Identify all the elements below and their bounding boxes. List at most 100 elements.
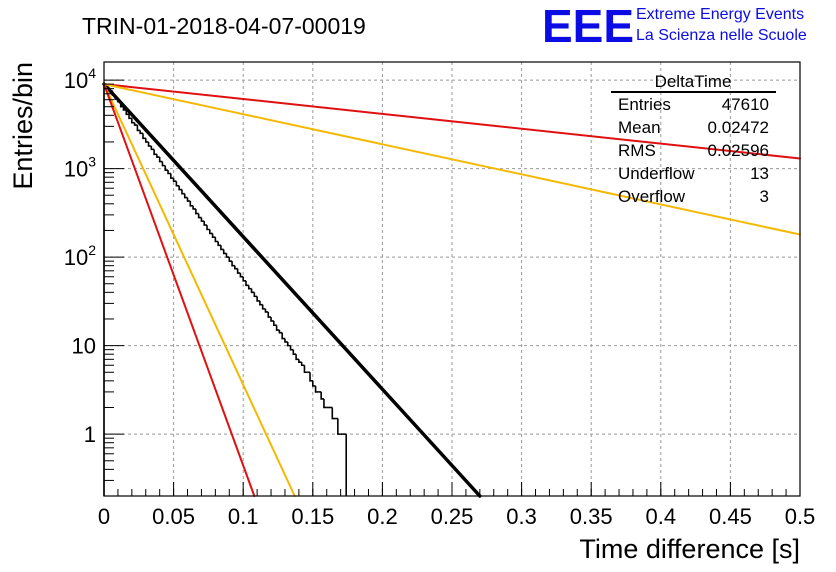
histogram-bin — [220, 245, 224, 251]
histogram-bin — [300, 362, 305, 367]
histogram-bin — [245, 280, 249, 287]
fit-curve — [103, 83, 296, 497]
stats-value-overflow: 3 — [760, 187, 769, 206]
histogram-bin — [236, 268, 241, 274]
axis-ticks: 0 0.05 0.1 0.15 0.2 0.25 0.3 0.35 0.4 0.45 0.5 1 10 1… — [64, 65, 816, 529]
histogram-bin — [164, 165, 169, 171]
stats-label-overflow: Overflow — [618, 187, 686, 206]
y-tick-label: 102 — [64, 242, 96, 270]
stats-label-underflow: Underflow — [618, 164, 695, 183]
y-tick-label: 104 — [64, 65, 96, 93]
histogram-bin — [167, 170, 171, 175]
x-tick-label: 0.1 — [228, 504, 259, 529]
x-tick-label: 0.2 — [367, 504, 398, 529]
x-tick-label: 0.45 — [709, 504, 752, 529]
x-tick-label: 0.15 — [291, 504, 334, 529]
x-tick-label: 0.4 — [646, 504, 677, 529]
histogram-bin — [125, 109, 130, 116]
y-tick-label: 10 — [72, 334, 96, 359]
histogram-bin — [161, 161, 166, 167]
x-tick-label: 0.35 — [570, 504, 613, 529]
fit-curve — [103, 83, 801, 236]
eee-logo: EEE — [542, 0, 634, 52]
histogram-bin — [189, 201, 194, 207]
histogram-bin — [150, 145, 155, 151]
histogram-bin — [142, 133, 146, 140]
histogram-bin — [206, 225, 210, 231]
histogram-bin — [200, 217, 205, 222]
histogram-bin — [256, 296, 260, 302]
stats-value-underflow: 13 — [750, 164, 769, 183]
histogram-bin — [158, 157, 163, 163]
histogram-bin — [153, 149, 157, 156]
stats-value-rms: 0.02596 — [708, 141, 769, 160]
histogram-bin — [222, 249, 227, 255]
histogram-bin — [214, 237, 219, 243]
grid-lines — [104, 62, 800, 496]
fit-curve — [103, 83, 801, 160]
histogram-bin — [175, 181, 180, 187]
histogram-bin — [275, 325, 280, 331]
stats-value-mean: 0.02472 — [708, 118, 769, 137]
histogram-bin — [228, 257, 233, 262]
histogram-bin — [139, 130, 143, 135]
histogram-bin — [234, 265, 238, 270]
histogram-bin — [186, 197, 191, 202]
histogram-bin — [208, 229, 213, 235]
x-tick-label: 0.05 — [152, 504, 195, 529]
histogram-bin — [281, 332, 285, 340]
y-tick-label: 103 — [64, 154, 96, 182]
histogram-bin — [239, 273, 244, 278]
run-title: TRIN-01-2018-04-07-00019 — [82, 13, 366, 39]
histogram-bin — [250, 288, 255, 294]
fit-curves — [102, 82, 801, 498]
x-tick-label: 0.5 — [785, 504, 816, 529]
histogram-bin — [295, 354, 299, 361]
histogram-bin — [312, 380, 316, 387]
x-tick-label: 0 — [98, 504, 110, 529]
histogram-bin — [320, 391, 324, 400]
histogram-bin — [284, 338, 288, 343]
histogram-bin — [178, 185, 182, 191]
histogram-bin — [192, 205, 196, 210]
stats-value-entries: 47610 — [722, 95, 769, 114]
histogram-bin — [303, 365, 308, 374]
histogram-bin — [309, 372, 313, 382]
histogram-bin — [270, 317, 274, 322]
histogram-bin — [203, 221, 208, 226]
histogram-bin — [289, 345, 294, 351]
histogram-bin — [211, 233, 216, 238]
histogram-bin — [259, 300, 263, 306]
histogram-bin — [273, 320, 277, 327]
x-axis-title: Time difference [s] — [579, 534, 800, 564]
histogram-bin — [242, 276, 246, 282]
histogram-bin — [197, 213, 202, 219]
histogram-bin — [183, 193, 188, 199]
histogram-bin — [314, 385, 319, 393]
histogram-bin — [331, 407, 336, 420]
histogram-bin — [131, 118, 135, 124]
histogram-bin — [298, 359, 302, 363]
histogram-bin — [225, 253, 230, 258]
histogram-bin — [156, 154, 160, 158]
histogram-bin — [217, 241, 221, 247]
x-tick-label: 0.3 — [506, 504, 537, 529]
histogram-bin — [231, 261, 235, 267]
histogram-bin — [267, 311, 272, 318]
histogram-bin — [128, 114, 132, 120]
x-tick-label: 0.25 — [431, 504, 474, 529]
stats-label-entries: Entries — [618, 95, 671, 114]
histogram-bin — [172, 178, 177, 183]
histogram-bin — [133, 122, 138, 126]
logo-line-2: La Scienza nelle Scuole — [636, 27, 807, 44]
logo-line-1: Extreme Energy Events — [636, 6, 804, 23]
histogram-bin — [264, 308, 269, 313]
histogram-bin — [253, 292, 258, 298]
histogram-bin — [323, 398, 327, 409]
stats-label-rms: RMS — [618, 141, 656, 160]
histogram-bin — [170, 173, 174, 179]
y-axis-title: Entries/bin — [8, 62, 38, 190]
histogram-bin — [261, 304, 266, 310]
